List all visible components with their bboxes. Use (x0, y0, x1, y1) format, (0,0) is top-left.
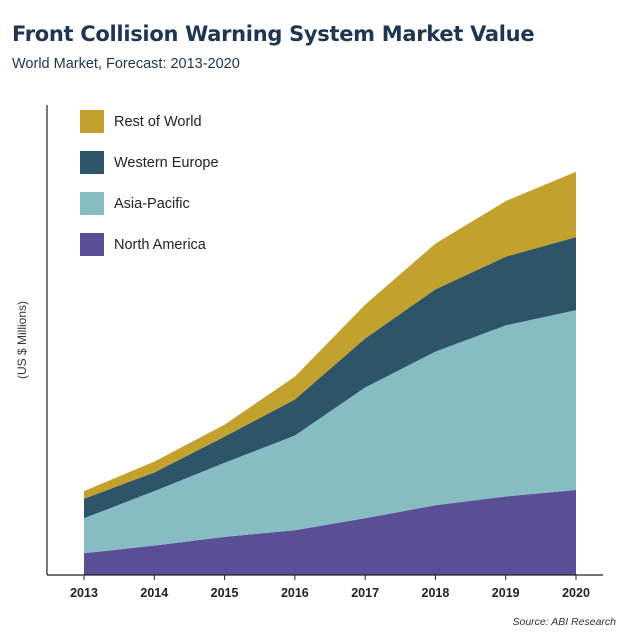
x-tick-label: 2019 (492, 586, 520, 600)
legend-label: Asia-Pacific (114, 196, 190, 212)
chart-subtitle: World Market, Forecast: 2013-2020 (12, 56, 240, 72)
tick-layer: 2013 2014 2015 2016 2017 2018 2019 2020 (70, 575, 590, 600)
legend-swatch (80, 110, 104, 133)
legend: Rest of World Western Europe Asia-Pacific N… (80, 110, 219, 256)
area-western-europe (84, 237, 576, 519)
chart-title: Front Collision Warning System Market Va… (12, 22, 535, 46)
x-tick-label: 2020 (562, 586, 590, 600)
x-tick-label: 2015 (211, 586, 239, 600)
legend-label: North America (114, 237, 207, 253)
legend-swatch (80, 192, 104, 215)
legend-item-asia-pacific: Asia-Pacific (80, 192, 190, 215)
x-tick-label: 2013 (70, 586, 98, 600)
x-tick-label: 2014 (140, 586, 168, 600)
legend-swatch (80, 233, 104, 256)
area-layer (84, 171, 576, 575)
x-tick-label: 2016 (281, 586, 309, 600)
legend-item-rest-of-world: Rest of World (80, 110, 202, 133)
area-asia-pacific (84, 310, 576, 554)
axes-layer (46, 105, 603, 576)
x-tick-label: 2017 (351, 586, 379, 600)
area-north-america (84, 490, 576, 575)
legend-item-western-europe: Western Europe (80, 151, 219, 174)
legend-label: Western Europe (114, 155, 219, 171)
x-tick-label: 2018 (422, 586, 450, 600)
legend-item-north-america: North America (80, 233, 207, 256)
legend-swatch (80, 151, 104, 174)
legend-label: Rest of World (114, 114, 202, 130)
area-rest-of-world (84, 171, 576, 499)
source-note: Source: ABI Research (512, 616, 617, 628)
